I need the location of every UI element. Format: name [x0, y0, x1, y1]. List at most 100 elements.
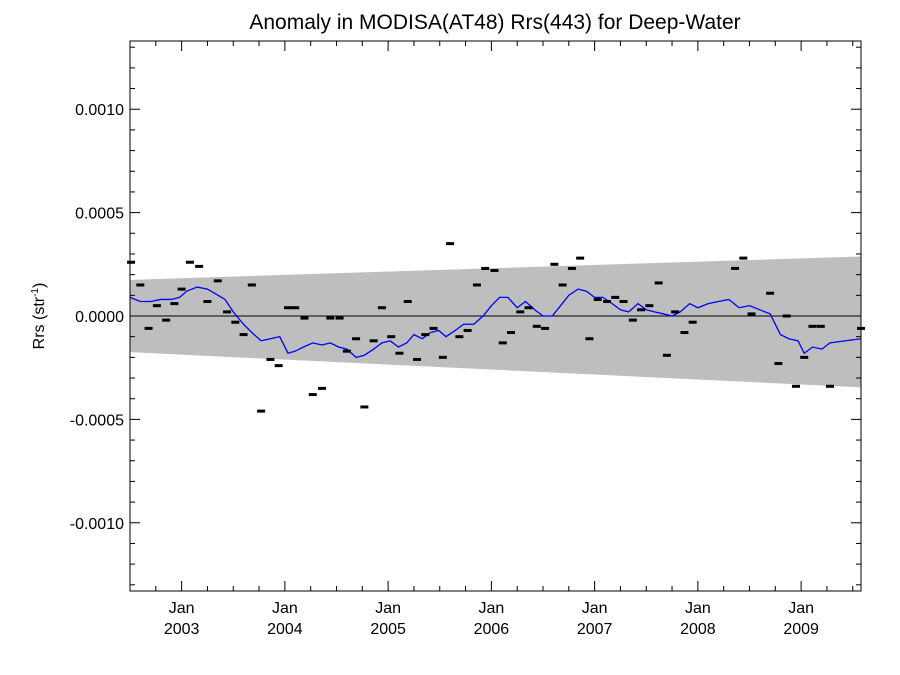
data-point: [421, 333, 430, 337]
data-point: [774, 362, 783, 366]
data-point: [318, 386, 327, 390]
y-tick-label: -0.0005: [70, 412, 124, 429]
data-point: [532, 324, 541, 328]
x-tick-month-label: Jan: [685, 600, 711, 617]
data-point: [352, 337, 361, 341]
data-point: [576, 256, 585, 260]
data-point: [377, 306, 386, 310]
data-point: [463, 328, 472, 332]
data-point: [387, 335, 396, 339]
x-axis-ticks: Jan 2003 Jan 2004 Jan 2005 Jan 2006 Jan 2007 Jan 20…: [129, 41, 854, 638]
data-point: [593, 297, 602, 301]
x-tick-year-label: 2008: [680, 621, 716, 638]
data-point: [498, 341, 507, 345]
data-point: [291, 306, 300, 310]
data-point: [195, 264, 204, 268]
data-point: [567, 266, 576, 270]
data-point: [162, 318, 171, 322]
data-point: [550, 262, 559, 266]
data-point: [136, 283, 145, 287]
data-point: [558, 283, 567, 287]
data-point: [662, 353, 671, 357]
y-axis-label-superscript: -1: [30, 288, 41, 297]
x-tick-year-label: 2005: [370, 621, 406, 638]
data-point: [127, 260, 136, 264]
data-point: [747, 312, 756, 316]
data-point: [369, 339, 378, 343]
x-tick-year-label: 2006: [474, 621, 510, 638]
x-tick-month-label: Jan: [582, 600, 608, 617]
y-tick-label: 0.0000: [75, 309, 124, 326]
data-point: [603, 300, 612, 304]
x-tick-year-label: 2009: [783, 621, 819, 638]
data-point: [506, 331, 515, 335]
data-point: [808, 324, 817, 328]
data-point: [239, 333, 248, 337]
data-point: [782, 314, 791, 318]
data-point: [360, 405, 369, 409]
data-point: [395, 351, 404, 355]
data-point: [628, 318, 637, 322]
data-point: [826, 384, 835, 388]
chart-title: Anomaly in MODISA(AT48) Rrs(443) for Dee…: [249, 11, 740, 34]
data-point: [455, 335, 464, 339]
data-point: [791, 384, 800, 388]
data-point: [213, 279, 222, 283]
data-point: [731, 266, 740, 270]
plot-area: [127, 242, 865, 413]
data-point: [490, 269, 499, 273]
data-point: [223, 310, 232, 314]
data-point: [274, 364, 283, 368]
y-tick-label: -0.0010: [70, 516, 124, 533]
data-point: [247, 283, 256, 287]
x-tick-month-label: Jan: [478, 600, 504, 617]
data-point: [446, 242, 455, 246]
data-point: [185, 260, 194, 264]
data-point: [541, 326, 550, 330]
data-point: [516, 310, 525, 314]
data-point: [524, 306, 533, 310]
x-tick-month-label: Jan: [788, 600, 814, 617]
data-points: [127, 242, 865, 413]
data-point: [326, 316, 335, 320]
data-point: [766, 291, 775, 295]
data-point: [266, 357, 275, 361]
data-point: [335, 316, 344, 320]
y-axis-label-close: ): [31, 283, 48, 288]
y-axis-label: Rrs (str-1): [30, 283, 48, 350]
data-point: [800, 355, 809, 359]
data-point: [816, 324, 825, 328]
data-point: [257, 409, 266, 413]
data-point: [429, 326, 438, 330]
data-point: [144, 326, 153, 330]
x-tick-year-label: 2007: [577, 621, 613, 638]
data-point: [308, 393, 317, 397]
data-point: [472, 283, 481, 287]
data-point: [177, 287, 186, 291]
data-point: [671, 310, 680, 314]
data-point: [283, 306, 292, 310]
data-point: [619, 300, 628, 304]
data-point: [438, 355, 447, 359]
data-point: [300, 316, 309, 320]
x-tick-year-label: 2003: [164, 621, 200, 638]
data-point: [481, 266, 490, 270]
x-tick-month-label: Jan: [169, 600, 195, 617]
x-tick-month-label: Jan: [272, 600, 298, 617]
data-point: [688, 320, 697, 324]
blue-anomaly-line: [129, 286, 862, 359]
data-point: [637, 308, 646, 312]
data-point: [654, 281, 663, 285]
data-point: [611, 295, 620, 299]
data-point: [739, 256, 748, 260]
y-axis-ticks: 0.0010 0.0005 0.0000 -0.0005 -0.0010: [70, 46, 861, 586]
data-point: [645, 304, 654, 308]
x-tick-year-label: 2004: [267, 621, 303, 638]
y-tick-label: 0.0005: [75, 206, 124, 223]
data-point: [170, 302, 179, 306]
data-point: [203, 300, 212, 304]
x-tick-month-label: Jan: [375, 600, 401, 617]
data-point: [342, 349, 351, 353]
data-point: [413, 357, 422, 361]
